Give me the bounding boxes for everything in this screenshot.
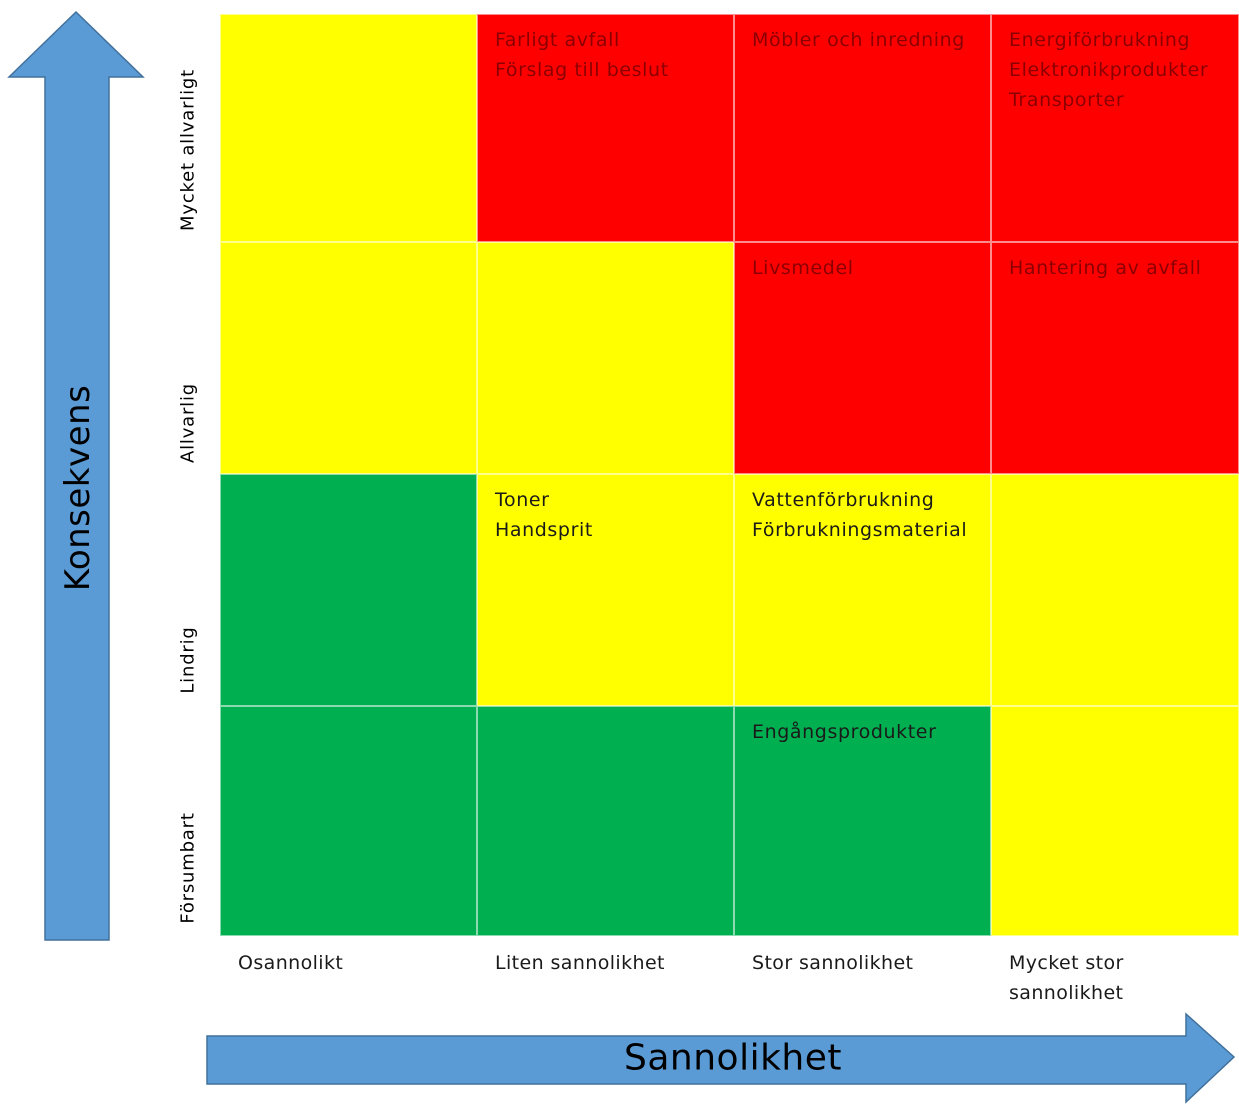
matrix-cell-items: Energiförbrukning Elektronikprodukter Tran…	[1009, 25, 1208, 115]
matrix-cell-items: Vattenförbrukning Förbrukningsmaterial	[752, 485, 967, 545]
matrix-item: Livsmedel	[752, 257, 854, 279]
matrix-item: Toner	[495, 489, 550, 511]
matrix-cell-r2-c0	[220, 474, 477, 706]
matrix-cell-items: Farligt avfall Förslag till beslut	[495, 25, 669, 85]
matrix-item: Hantering av avfall	[1009, 257, 1202, 279]
risk-matrix: Farligt avfall Förslag till beslut Möbler …	[220, 14, 1239, 936]
matrix-item: Förslag till beslut	[495, 59, 669, 81]
col-label-stor-sannolikhet: Stor sannolikhet	[752, 952, 914, 974]
matrix-cell-r0-c2: Möbler och inredning	[734, 14, 991, 242]
col-label-osannolikt: Osannolikt	[238, 952, 344, 974]
matrix-cell-items: Möbler och inredning	[752, 25, 965, 55]
row-label-forsumbart: Försumbart	[177, 812, 199, 924]
matrix-cell-r0-c1: Farligt avfall Förslag till beslut	[477, 14, 734, 242]
matrix-cell-r1-c1	[477, 242, 734, 474]
matrix-cell-items: Engångsprodukter	[752, 717, 937, 747]
matrix-item: Förbrukningsmaterial	[752, 519, 968, 541]
row-label-allvarlig: Allvarlig	[177, 382, 199, 464]
matrix-item: Engångsprodukter	[752, 721, 937, 743]
matrix-cell-r0-c0	[220, 14, 477, 242]
matrix-item: Transporter	[1009, 89, 1125, 111]
y-axis-title: Konsekvens	[58, 384, 98, 592]
matrix-cell-items: Hantering av avfall	[1009, 253, 1201, 283]
matrix-item: Möbler och inredning	[752, 29, 965, 51]
matrix-cell-r2-c3	[991, 474, 1239, 706]
matrix-item: Elektronikprodukter	[1009, 59, 1209, 81]
matrix-item: Handsprit	[495, 519, 593, 541]
row-label-lindrig: Lindrig	[177, 626, 199, 694]
y-axis-arrow	[7, 10, 145, 941]
matrix-cell-r2-c2: Vattenförbrukning Förbrukningsmaterial	[734, 474, 991, 706]
x-axis-arrow	[206, 1012, 1236, 1104]
matrix-cell-r3-c3	[991, 706, 1239, 936]
matrix-cell-r1-c3: Hantering av avfall	[991, 242, 1239, 474]
matrix-cell-r3-c0	[220, 706, 477, 936]
matrix-cell-items: Livsmedel	[752, 253, 854, 283]
col-label-mycket-stor-sannolikhet: Mycket stor sannolikhet	[1009, 952, 1124, 1004]
matrix-item: Vattenförbrukning	[752, 489, 935, 511]
matrix-cell-r0-c3: Energiförbrukning Elektronikprodukter Tran…	[991, 14, 1239, 242]
x-axis-title: Sannolikhet	[623, 1037, 843, 1079]
matrix-item: Farligt avfall	[495, 29, 620, 51]
matrix-cell-r1-c0	[220, 242, 477, 474]
matrix-item: Energiförbrukning	[1009, 29, 1191, 51]
matrix-cell-r3-c1	[477, 706, 734, 936]
matrix-cell-r1-c2: Livsmedel	[734, 242, 991, 474]
matrix-cell-r3-c2: Engångsprodukter	[734, 706, 991, 936]
row-label-mycket-allvarligt: Mycket allvarligt	[177, 69, 199, 231]
matrix-cell-r2-c1: Toner Handsprit	[477, 474, 734, 706]
matrix-cell-items: Toner Handsprit	[495, 485, 593, 545]
col-label-liten-sannolikhet: Liten sannolikhet	[495, 952, 665, 974]
